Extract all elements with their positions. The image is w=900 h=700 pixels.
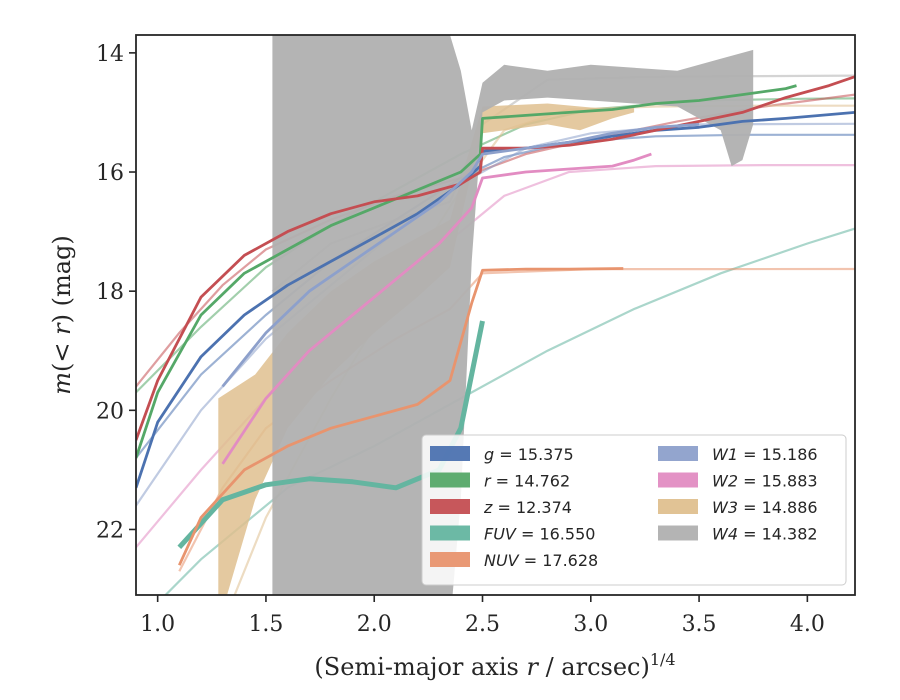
profile-line-w1 xyxy=(221,123,700,388)
legend: g = 15.375 r = 14.762 z = 12.374 FUV = 16.5… xyxy=(421,434,847,586)
legend-swatch xyxy=(658,499,698,514)
legend-entry-w1: W1 = 15.186 xyxy=(658,445,818,464)
x-tick-label: 2.0 xyxy=(357,612,392,637)
legend-swatch xyxy=(430,472,470,488)
y-tick-label: 16 xyxy=(96,161,124,186)
legend-entry-w2: W2 = 15.883 xyxy=(658,472,818,491)
legend-label: g = 15.375 xyxy=(484,445,574,464)
legend-swatch xyxy=(658,525,698,541)
legend-swatch xyxy=(430,525,470,541)
legend-entry-w4: W4 = 14.382 xyxy=(658,525,818,544)
legend-swatch xyxy=(658,446,698,461)
legend-label: z = 12.374 xyxy=(483,498,572,517)
legend-label: W4 = 14.382 xyxy=(712,525,818,544)
x-tick-label: 4.0 xyxy=(790,612,825,637)
legend-swatch xyxy=(430,446,470,461)
profile-band-w4 xyxy=(272,35,754,595)
legend-label: NUV = 17.628 xyxy=(484,551,598,570)
plot-frame xyxy=(135,34,856,596)
y-tick-label: 22 xyxy=(96,518,124,543)
y-tick-label: 18 xyxy=(96,280,124,305)
legend-label: W1 = 15.186 xyxy=(712,445,818,464)
profile-line-w2 xyxy=(221,152,652,465)
legend-entry-fuv: FUV = 16.550 xyxy=(430,525,595,544)
legend-label: W3 = 14.886 xyxy=(712,498,818,517)
legend-entry-w3: W3 = 14.886 xyxy=(658,498,818,517)
profile-line-r xyxy=(136,84,797,459)
profile-line-z xyxy=(136,75,855,441)
x-tick-label: 3.5 xyxy=(682,612,717,637)
y-tick-label: 14 xyxy=(96,42,124,67)
profile-line-nuv xyxy=(178,267,624,566)
legend-frame xyxy=(421,434,847,586)
x-axis-label: (Semi-major axis r / arcsec)1/4 xyxy=(314,650,675,681)
legend-label: FUV = 16.550 xyxy=(484,525,595,544)
y-axis-label: m(< r) (mag) xyxy=(48,235,76,395)
legend-entry-z: z = 12.374 xyxy=(430,498,572,517)
legend-swatch xyxy=(430,499,470,514)
x-tick-label: 3.0 xyxy=(573,612,608,637)
y-tick-label: 20 xyxy=(96,399,124,424)
legend-swatch xyxy=(430,552,470,567)
legend-entry-r: r = 14.762 xyxy=(430,472,570,491)
x-tick-label: 1.5 xyxy=(248,612,283,637)
legend-label: r = 14.762 xyxy=(484,472,570,491)
x-tick-label: 2.5 xyxy=(465,612,500,637)
legend-entry-g: g = 15.375 xyxy=(430,445,574,464)
legend-label: W2 = 15.883 xyxy=(712,472,818,491)
x-tick-label: 1.0 xyxy=(140,612,175,637)
legend-entry-nuv: NUV = 17.628 xyxy=(430,551,598,570)
legend-swatch xyxy=(658,472,698,488)
